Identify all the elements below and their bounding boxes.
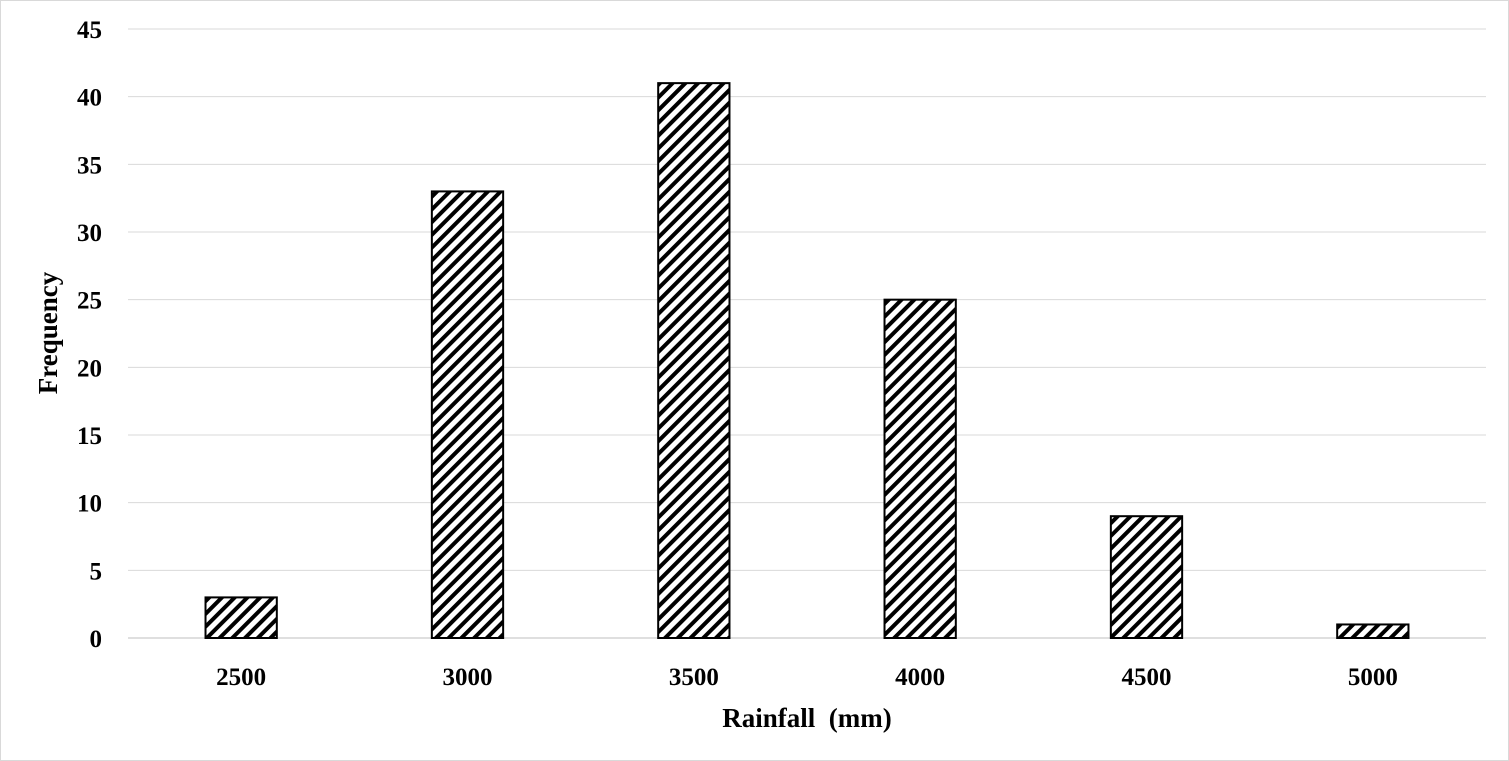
y-axis-tick-labels: 0 5 10 15 20 25 30 35 40 45 xyxy=(77,17,102,653)
x-tick-label: 4000 xyxy=(895,664,945,691)
y-tick-label: 20 xyxy=(77,355,102,382)
bar-4500 xyxy=(1109,515,1184,640)
x-tick-label: 3500 xyxy=(669,664,719,691)
y-tick-label: 0 xyxy=(90,626,103,653)
gridlines xyxy=(128,28,1486,639)
x-axis-tick-labels: 2500 3000 3500 4000 4500 5000 xyxy=(216,664,1398,691)
y-tick-label: 35 xyxy=(77,152,102,179)
y-axis-title: Frequency xyxy=(33,271,63,394)
bar-4000 xyxy=(883,298,957,639)
y-tick-label: 45 xyxy=(77,17,102,44)
y-tick-label: 10 xyxy=(77,491,102,518)
y-tick-label: 40 xyxy=(77,85,102,112)
y-tick-label: 15 xyxy=(77,423,102,450)
x-tick-label: 2500 xyxy=(216,664,266,691)
x-tick-label: 3000 xyxy=(443,664,493,691)
bar-3000 xyxy=(430,190,505,639)
x-axis-title: Rainfall (mm) xyxy=(722,703,891,733)
y-tick-label: 30 xyxy=(77,220,102,247)
bar-2500 xyxy=(204,596,278,640)
x-tick-label: 4500 xyxy=(1122,664,1172,691)
bar-3500 xyxy=(657,82,731,639)
x-tick-label: 5000 xyxy=(1348,664,1398,691)
y-tick-label: 5 xyxy=(90,558,103,585)
y-tick-label: 25 xyxy=(77,288,102,315)
bar-5000 xyxy=(1336,623,1410,640)
bars xyxy=(204,82,1410,640)
